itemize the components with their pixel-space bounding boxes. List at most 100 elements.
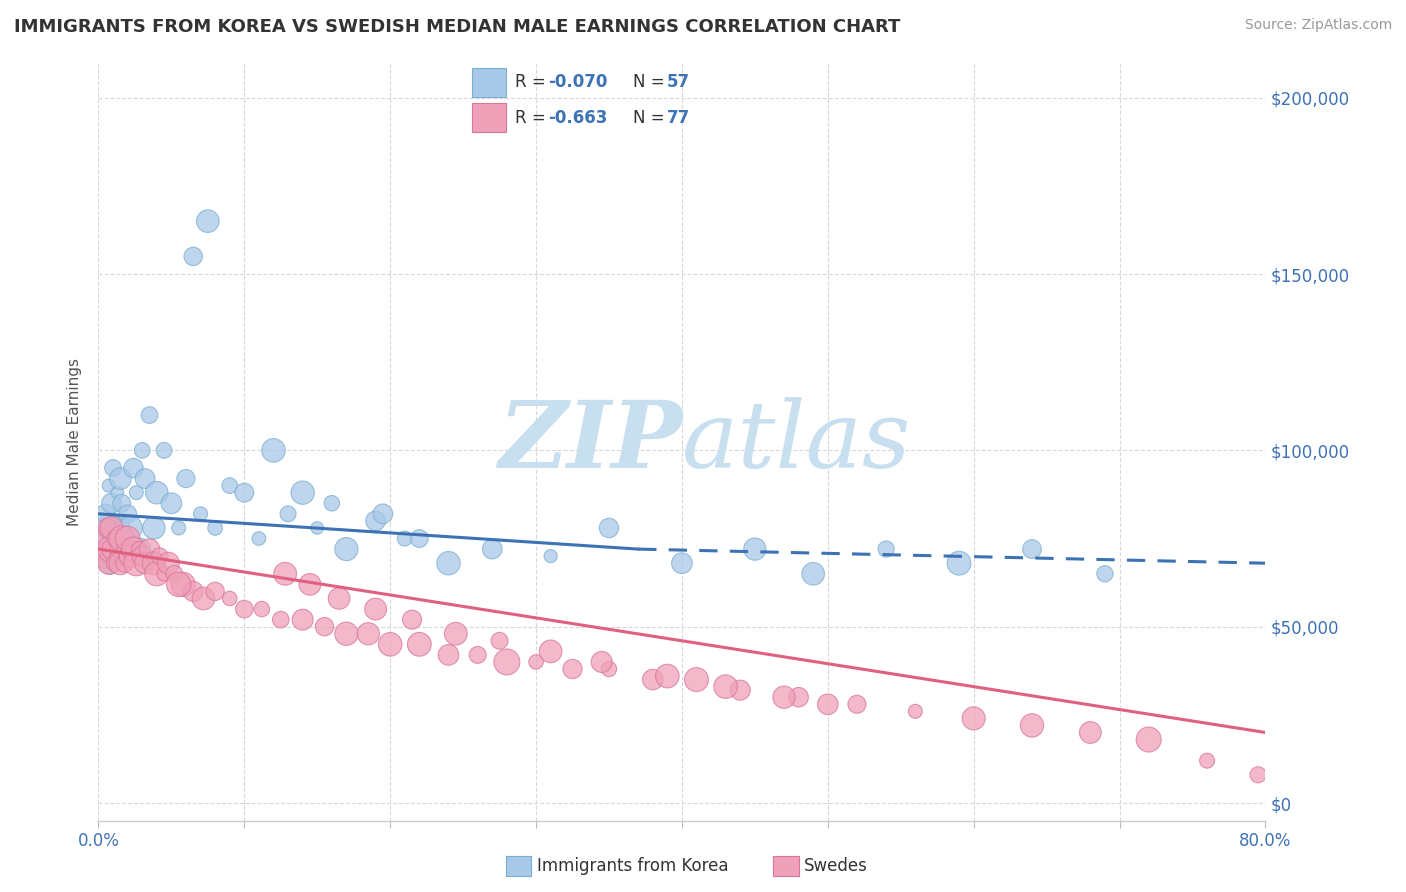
Point: [335, 626, 357, 640]
Point: [101, 461, 124, 475]
Point: [846, 698, 869, 712]
Point: [120, 549, 142, 563]
Point: [380, 637, 402, 651]
Point: [598, 662, 620, 676]
Point: [125, 556, 148, 570]
Point: [117, 532, 139, 546]
Point: [104, 532, 127, 546]
Text: N =: N =: [633, 73, 669, 91]
Point: [90, 532, 112, 546]
Point: [671, 556, 693, 570]
Point: [335, 542, 357, 557]
Point: [233, 602, 256, 616]
Point: [96, 532, 118, 546]
Point: [149, 549, 172, 563]
Point: [321, 496, 343, 510]
Bar: [472, 103, 506, 132]
Point: [540, 549, 562, 563]
Text: IMMIGRANTS FROM KOREA VS SWEDISH MEDIAN MALE EARNINGS CORRELATION CHART: IMMIGRANTS FROM KOREA VS SWEDISH MEDIAN …: [14, 18, 900, 36]
Point: [105, 549, 128, 563]
Point: [314, 620, 336, 634]
Point: [364, 602, 387, 616]
Point: [218, 478, 240, 492]
Point: [875, 542, 897, 557]
Point: [134, 472, 156, 486]
Point: [174, 472, 197, 486]
Point: [146, 566, 169, 581]
Point: [250, 602, 273, 616]
Point: [134, 556, 156, 570]
Point: [371, 507, 394, 521]
Point: [98, 556, 121, 570]
Point: [104, 542, 127, 557]
Point: [142, 556, 165, 570]
Point: [298, 577, 321, 591]
Point: [444, 626, 467, 640]
Point: [540, 644, 562, 658]
Point: [247, 532, 270, 546]
Point: [142, 521, 165, 535]
Text: atlas: atlas: [682, 397, 911, 486]
Point: [110, 556, 132, 570]
Point: [364, 514, 387, 528]
Point: [193, 591, 215, 606]
Point: [357, 626, 380, 640]
Point: [105, 485, 128, 500]
Text: Source: ZipAtlas.com: Source: ZipAtlas.com: [1244, 18, 1392, 32]
Point: [1080, 725, 1102, 739]
Point: [1094, 566, 1116, 581]
Point: [561, 662, 583, 676]
Point: [153, 566, 176, 581]
Text: Immigrants from Korea: Immigrants from Korea: [537, 857, 728, 875]
Point: [111, 532, 134, 546]
Point: [181, 249, 204, 263]
Point: [408, 637, 430, 651]
Point: [110, 472, 132, 486]
Point: [167, 577, 190, 591]
Point: [598, 521, 620, 535]
Text: 77: 77: [666, 109, 690, 127]
Point: [103, 514, 125, 528]
Point: [120, 521, 142, 535]
Point: [122, 542, 145, 557]
Point: [108, 521, 131, 535]
Text: ZIP: ZIP: [498, 397, 682, 486]
Text: N =: N =: [633, 109, 669, 127]
Point: [157, 556, 180, 570]
Point: [437, 556, 460, 570]
Point: [730, 683, 752, 698]
Point: [291, 485, 314, 500]
Point: [801, 566, 824, 581]
Point: [197, 214, 219, 228]
Text: Swedes: Swedes: [804, 857, 868, 875]
Y-axis label: Median Male Earnings: Median Male Earnings: [67, 358, 83, 525]
Point: [128, 542, 150, 557]
Text: -0.070: -0.070: [548, 73, 607, 91]
Point: [270, 613, 292, 627]
Point: [112, 549, 135, 563]
Point: [103, 556, 125, 570]
Point: [233, 485, 256, 500]
Point: [96, 521, 118, 535]
Bar: [472, 68, 506, 96]
Point: [122, 461, 145, 475]
Point: [114, 556, 136, 570]
Point: [131, 549, 153, 563]
Point: [94, 507, 117, 521]
Point: [167, 521, 190, 535]
Point: [146, 485, 169, 500]
Text: 57: 57: [666, 73, 689, 91]
Point: [467, 648, 489, 662]
Point: [131, 443, 153, 458]
Point: [262, 443, 284, 458]
Point: [153, 443, 176, 458]
Point: [591, 655, 613, 669]
Point: [277, 507, 299, 521]
Point: [100, 521, 122, 535]
Point: [108, 542, 131, 557]
Point: [1195, 754, 1218, 768]
Point: [93, 549, 115, 563]
Point: [112, 542, 135, 557]
Point: [1021, 542, 1043, 557]
Point: [685, 673, 707, 687]
